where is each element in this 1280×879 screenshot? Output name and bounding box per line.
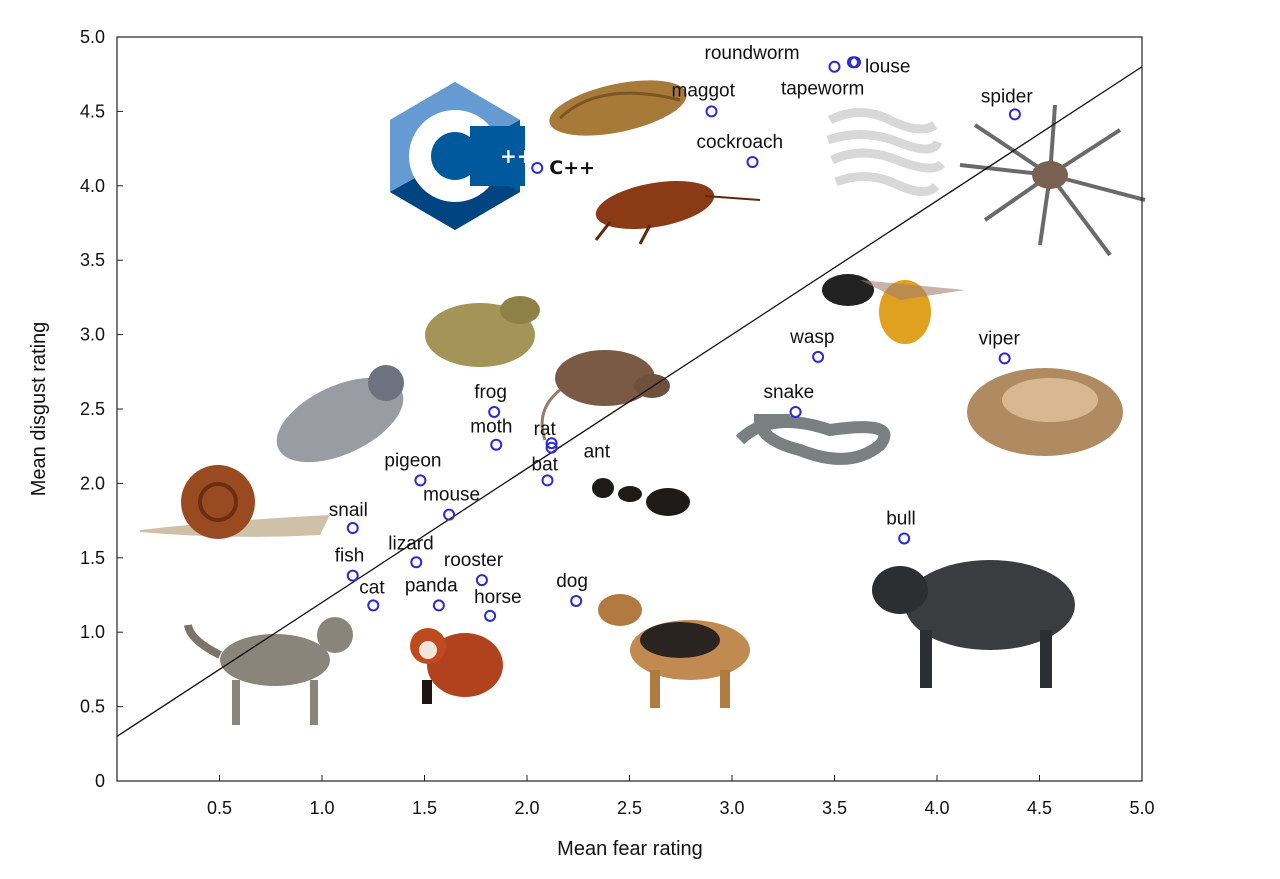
- point-marker-ant: [545, 441, 558, 454]
- reference-line: [116, 66, 1143, 737]
- y-tick-label: 3.5: [80, 250, 105, 270]
- tapeworm-photo: [826, 108, 946, 196]
- x-tick-label: 4.0: [924, 798, 949, 818]
- x-tick-label: 3.0: [719, 798, 744, 818]
- point-label-dog: dog: [556, 571, 588, 592]
- y-tick-label: 0.5: [80, 697, 105, 717]
- point-label-maggot: maggot: [672, 80, 736, 101]
- point-label-viper: viper: [979, 328, 1021, 349]
- point-label-tapeworm: tapeworm: [781, 78, 864, 99]
- maggot-photo: [549, 80, 687, 136]
- point-marker-cockroach: [746, 155, 759, 168]
- point-marker-moth: [490, 438, 503, 451]
- point-label-louse: louse: [865, 56, 910, 77]
- point-marker-fish: [346, 569, 359, 582]
- point-marker-roundworm: [828, 60, 841, 73]
- y-tick-label: 4.5: [80, 101, 105, 121]
- point-label-moth: moth: [470, 417, 512, 438]
- rat-photo: [540, 350, 670, 441]
- y-tick-label: 0: [95, 771, 105, 791]
- x-tick-label: 1.5: [412, 798, 437, 818]
- point-marker-rooster: [475, 574, 488, 587]
- point-marker-bull: [898, 532, 911, 545]
- point-marker-viper: [998, 352, 1011, 365]
- point-label-rooster: rooster: [444, 550, 504, 571]
- point-label-lizard: lizard: [388, 533, 433, 554]
- cpp-logo-icon: ++: [390, 82, 534, 230]
- point-label-cat: cat: [359, 577, 385, 598]
- point-label-mouse: mouse: [423, 485, 480, 506]
- x-tick-label: 2.5: [617, 798, 642, 818]
- point-marker-snake: [789, 405, 802, 418]
- x-axis-title: Mean fear rating: [557, 838, 703, 860]
- wasp-photo: [822, 274, 965, 344]
- y-axis-title: Mean disgust rating: [28, 322, 50, 497]
- ant-photo: [592, 478, 690, 516]
- point-label-snail: snail: [329, 500, 368, 521]
- dog-photo: [598, 594, 750, 708]
- x-tick-label: 3.5: [822, 798, 847, 818]
- point-label-bull: bull: [886, 508, 916, 529]
- point-marker-maggot: [705, 105, 718, 118]
- point-marker-spider: [1008, 108, 1021, 121]
- point-label-cockroach: cockroach: [697, 132, 784, 153]
- y-axis: 0 0.5 1.0 1.5 2.0 2.5 3.0 3.5 4.0 4.5 5.0: [80, 27, 123, 791]
- point-label-pigeon: pigeon: [384, 450, 441, 471]
- y-tick-label: 1.0: [80, 622, 105, 642]
- y-tick-label: 2.0: [80, 473, 105, 493]
- red-panda-photo: [410, 628, 503, 704]
- point-marker-bat: [541, 474, 554, 487]
- x-axis: 0.5 1.0 1.5 2.0 2.5 3.0 3.5 4.0 4.5 5.0: [207, 775, 1155, 818]
- bull-photo: [872, 560, 1075, 688]
- point-label-fish: fish: [335, 546, 365, 567]
- point-marker-Cplusplus: [531, 161, 544, 174]
- y-tick-label: 5.0: [80, 27, 105, 47]
- point-label-spider: spider: [981, 86, 1033, 107]
- point-marker-rat: [545, 437, 558, 450]
- x-tick-label: 5.0: [1129, 798, 1154, 818]
- point-label-roundworm: roundworm: [705, 43, 800, 64]
- point-label-Cplusplus: C++: [549, 157, 595, 179]
- point-label-snake: snake: [764, 382, 815, 403]
- y-tick-label: 4.0: [80, 176, 105, 196]
- x-tick-label: 1.0: [309, 798, 334, 818]
- snail-photo: [140, 465, 330, 539]
- point-label-ant: ant: [584, 442, 611, 463]
- y-tick-label: 2.5: [80, 399, 105, 419]
- point-marker-lizard: [410, 556, 423, 569]
- x-tick-label: 0.5: [207, 798, 232, 818]
- point-marker-mouse: [443, 508, 456, 521]
- point-label-wasp: wasp: [789, 327, 834, 348]
- point-label-frog: frog: [474, 382, 507, 403]
- x-tick-label: 4.5: [1027, 798, 1052, 818]
- point-marker-panda: [432, 599, 445, 612]
- point-marker-horse: [484, 609, 497, 622]
- y-tick-label: 3.0: [80, 325, 105, 345]
- point-label-horse: horse: [474, 587, 522, 608]
- snake-photo: [735, 414, 891, 465]
- point-marker-tapeworm: [846, 56, 859, 69]
- svg-text:++: ++: [500, 144, 534, 168]
- point-marker-frog: [488, 405, 501, 418]
- cat-photo: [184, 617, 353, 725]
- cockroach-photo: [594, 180, 761, 245]
- point-marker-wasp: [812, 350, 825, 363]
- pigeon-photo: [276, 365, 404, 463]
- frog-photo: [425, 296, 540, 367]
- x-tick-label: 2.0: [514, 798, 539, 818]
- point-label-rat: rat: [534, 419, 557, 440]
- point-label-panda: panda: [405, 575, 458, 596]
- point-marker-snail: [346, 522, 359, 535]
- point-marker-dog: [570, 594, 583, 607]
- point-marker-pigeon: [414, 474, 427, 487]
- y-tick-label: 1.5: [80, 548, 105, 568]
- animal-pictures: ++: [140, 80, 1146, 725]
- spider-photo: [959, 104, 1146, 257]
- point-marker-cat: [367, 599, 380, 612]
- point-label-bat: bat: [532, 454, 559, 475]
- viper-photo: [967, 368, 1123, 456]
